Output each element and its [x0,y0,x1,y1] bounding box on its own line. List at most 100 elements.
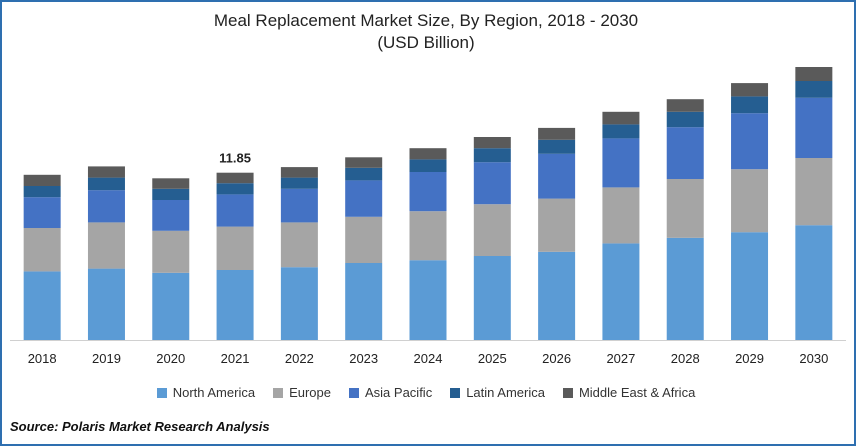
bar-group-2030 [795,67,833,340]
legend-label: Latin America [466,385,545,400]
legend: North America Europe Asia Pacific Latin … [0,385,852,400]
legend-label: Europe [289,385,331,400]
bar-segment-europe-2021 [216,226,254,270]
bar-segment-latin-america-2019 [87,177,125,191]
bar-segment-asia-pacific-2030 [795,97,833,158]
bar-segment-middle-east-africa-2026 [538,127,576,140]
bar-segment-europe-2025 [473,204,511,256]
bar-segment-asia-pacific-2019 [87,190,125,223]
bar-segment-middle-east-africa-2025 [473,137,511,149]
bar-segment-europe-2023 [345,216,383,263]
legend-label: Asia Pacific [365,385,433,400]
bar-group-2019 [87,166,125,340]
bar-segment-north-america-2020 [152,272,190,340]
bar-segment-latin-america-2018 [23,186,61,198]
x-tick-label: 2020 [156,351,185,366]
bar-group-2021 [216,172,254,340]
bar-segment-latin-america-2020 [152,188,190,200]
x-tick-label: 2028 [671,351,700,366]
legend-label: North America [172,385,256,400]
legend-item-north-america: North America [156,385,256,400]
bar-segment-north-america-2023 [345,263,383,340]
x-tick-label: 2023 [349,351,378,366]
bar-segment-north-america-2026 [538,251,576,340]
bar-segment-europe-2018 [23,228,61,272]
legend-swatch [349,387,359,398]
legend-swatch [156,387,167,398]
bar-segment-middle-east-africa-2018 [23,174,61,186]
x-tick-label: 2024 [414,351,443,366]
x-tick-label: 2025 [478,351,507,366]
bar-segment-asia-pacific-2018 [23,197,61,228]
bar-segment-middle-east-africa-2021 [216,172,254,184]
bar-segment-latin-america-2030 [795,81,833,98]
bar-group-2018 [23,174,61,340]
x-tick-label: 2018 [28,351,57,366]
bar-segment-middle-east-africa-2023 [345,157,383,168]
bar-segment-latin-america-2029 [731,96,769,114]
bar-segment-middle-east-africa-2028 [666,99,704,112]
bar-segment-europe-2020 [152,230,190,273]
bar-segment-asia-pacific-2021 [216,194,254,227]
bar-segment-north-america-2024 [409,260,447,340]
bar-segment-middle-east-africa-2020 [152,178,190,189]
bar-segment-asia-pacific-2027 [602,138,640,188]
bar-segment-north-america-2025 [473,256,511,340]
bar-segment-europe-2030 [795,158,833,226]
bar-segment-north-america-2022 [280,267,318,340]
bar-group-2026 [538,127,576,340]
bar-segment-middle-east-africa-2024 [409,148,447,160]
bar-segment-north-america-2029 [731,232,769,340]
x-tick-label: 2019 [92,351,121,366]
bar-group-2025 [473,137,511,340]
bar-segment-latin-america-2026 [538,139,576,154]
bar-segment-asia-pacific-2025 [473,162,511,205]
bar-segment-europe-2028 [666,179,704,238]
bar-segment-latin-america-2025 [473,148,511,163]
bar-segment-asia-pacific-2028 [666,127,704,179]
bar-segment-europe-2029 [731,169,769,233]
bar-group-2028 [666,99,704,340]
bar-segment-asia-pacific-2024 [409,172,447,212]
bar-segment-asia-pacific-2022 [280,188,318,223]
bar-segment-latin-america-2023 [345,167,383,181]
bar-segment-asia-pacific-2020 [152,200,190,231]
bar-segment-north-america-2018 [23,271,61,340]
bar-segment-middle-east-africa-2027 [602,111,640,125]
legend-item-middle-east-africa: Middle East & Africa [562,385,695,400]
bar-segment-latin-america-2022 [280,177,318,189]
bar-group-2027 [602,111,640,340]
x-tick-label: 2030 [799,351,828,366]
bar-segment-europe-2022 [280,222,318,268]
x-tick-label: 2022 [285,351,314,366]
bar-segment-middle-east-africa-2019 [87,166,125,178]
bar-segment-north-america-2021 [216,270,254,340]
bar-segment-europe-2019 [87,222,125,269]
data-label-2021: 11.85 [219,151,251,166]
legend-item-europe: Europe [273,385,331,400]
bar-segment-middle-east-africa-2022 [280,167,318,178]
bar-segment-europe-2024 [409,211,447,261]
chart-title-block: Meal Replacement Market Size, By Region,… [0,10,852,54]
bar-segment-north-america-2027 [602,243,640,340]
legend-swatch [562,387,573,398]
bar-segment-latin-america-2024 [409,159,447,172]
x-tick-label: 2021 [221,351,250,366]
bar-segment-north-america-2028 [666,237,704,340]
bar-segment-latin-america-2021 [216,183,254,195]
x-tick-label: 2027 [606,351,635,366]
x-tick-label: 2026 [542,351,571,366]
bar-group-2023 [345,157,383,340]
legend-item-latin-america: Latin America [450,385,545,400]
legend-swatch [273,387,284,398]
bar-segment-north-america-2019 [87,268,125,340]
bar-group-2020 [152,178,190,340]
chart-title: Meal Replacement Market Size, By Region,… [213,11,639,30]
source-note: Source: Polaris Market Research Analysis [10,419,270,434]
bar-segment-middle-east-africa-2030 [795,67,833,81]
x-tick-label: 2029 [735,351,764,366]
bar-segment-asia-pacific-2029 [731,113,769,170]
bar-segment-asia-pacific-2026 [538,153,576,199]
bar-segment-latin-america-2027 [602,124,640,139]
